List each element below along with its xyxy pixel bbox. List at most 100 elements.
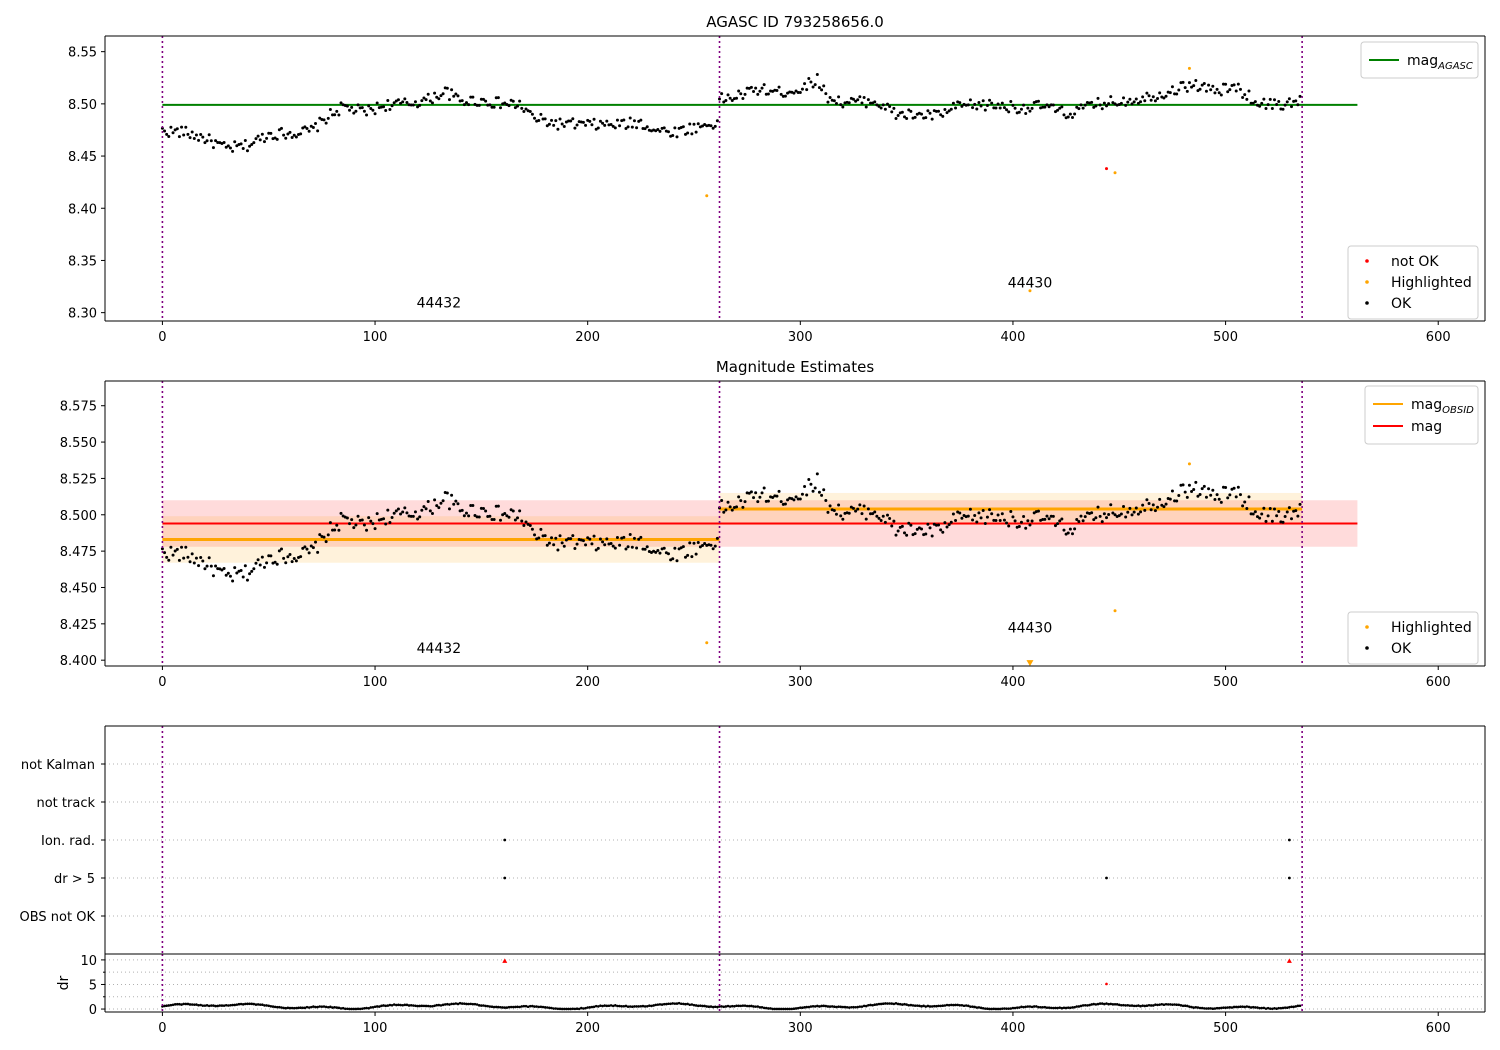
panel1-series-ok-point: [954, 106, 958, 110]
panel4-series-dr-point: [703, 1004, 706, 1008]
panel1-series-ok-point: [1298, 94, 1302, 98]
panel2-series-ok-point: [658, 551, 662, 555]
panel4-series-dr-point: [826, 1005, 830, 1008]
panel2-series-ok-point: [586, 536, 590, 540]
panel4-series-dr-point: [448, 1003, 451, 1006]
panel1-series-ok-point: [467, 103, 471, 107]
panel1-series-ok-point: [762, 83, 766, 87]
panel1-series-ok-point: [1262, 97, 1266, 101]
panel1-series-ok-point: [450, 88, 454, 92]
panel2-series-ok-point: [1207, 487, 1211, 491]
panel4-series-dr-point: [771, 1007, 774, 1011]
panel1-series-ok-point: [190, 130, 194, 134]
panel1-series-ok-point: [1219, 93, 1223, 97]
panel4-series-dr-point: [1190, 1005, 1193, 1009]
panel2-series-ok-point: [1062, 528, 1066, 532]
panel2-series-ok-point: [1226, 496, 1230, 500]
panel2-series-ok-point: [345, 516, 349, 520]
panel4-series-dr-point: [907, 1003, 911, 1007]
panel2-series-ok-point: [630, 545, 634, 549]
panel1-series-ok-point: [611, 124, 615, 128]
panel2-series-ok-point: [735, 505, 739, 509]
panel4-series-dr-point: [1160, 1002, 1164, 1006]
panel4-series-dr-point: [193, 1003, 196, 1006]
panel2-series-ok-point: [220, 568, 224, 572]
panel2-series-ok-point: [1019, 520, 1023, 524]
panel1-series-ok-point: [1126, 100, 1130, 104]
panel4-series-dr-point: [597, 1005, 600, 1008]
panel4-series-dr-point: [433, 1004, 436, 1008]
panel1-ytick-label: 8.45: [68, 150, 97, 165]
panel1-series-ok-point: [433, 91, 437, 95]
panel2-series-ok-point: [454, 499, 458, 503]
panel4-series-dr-point: [979, 1006, 983, 1010]
panel4-series-dr-point: [367, 1006, 370, 1010]
panel2-series-ok-point: [1022, 515, 1026, 519]
panel1-series-ok-point: [890, 110, 894, 114]
panel1-series-ok-point: [894, 116, 898, 120]
panel4-series-dr-point: [278, 1005, 281, 1009]
panel2-series-ok-point: [554, 536, 558, 540]
panel2-series-ok-point: [873, 510, 877, 514]
panel4-series-dr-point: [764, 1006, 768, 1010]
panel4-series-dr-point: [190, 1003, 194, 1006]
panel4-series-dr-point: [803, 1006, 806, 1009]
panel4-series-dr-point: [1056, 1006, 1059, 1010]
panel1-series-ok-point: [290, 136, 294, 140]
panel4-series-dr-point: [552, 1007, 555, 1010]
panel1-series-ok-point: [1141, 95, 1145, 99]
panel2-series-ok-point: [311, 546, 315, 550]
panel2-series-ok-point: [290, 560, 294, 564]
panel2-series-ok-point: [203, 567, 207, 571]
panel4-series-dr-point: [1230, 1006, 1234, 1009]
panel2-series-ok-point: [354, 523, 358, 527]
panel2-series-ok-point: [390, 515, 394, 519]
panel4-series-dr-point: [378, 1005, 381, 1008]
panel4-series-dr-point: [1156, 1003, 1159, 1007]
panel4-series-dr-point: [303, 1006, 307, 1010]
panel4-series-dr-point: [316, 1005, 319, 1009]
panel2-series-ok-point: [1058, 519, 1062, 523]
panel4-series-dr-point: [1220, 1006, 1223, 1010]
panel4-series-dr-point: [258, 1003, 262, 1006]
panel4-series-dr-point: [1292, 1005, 1295, 1009]
panel4-series-dr-point: [843, 1005, 847, 1009]
panel2-series-ok-point: [1051, 514, 1055, 518]
panel2-series-ok-point: [813, 486, 817, 490]
panel1-series-ok-point: [275, 137, 279, 141]
panel1-series-ok-point: [1056, 108, 1060, 112]
panel2-series-ok-point: [1181, 483, 1185, 487]
panel2-series-ok-point: [464, 511, 468, 515]
panel4-series-dr-point: [692, 1003, 696, 1007]
panel2-series-ok-point: [356, 514, 360, 518]
panel4-series-dr-point: [1283, 1006, 1287, 1009]
panel1-series-ok-point: [224, 145, 228, 149]
panel2-series-ok-point: [1298, 502, 1302, 506]
panel4-series-dr-: [1105, 982, 1108, 986]
panel2-series-ok-point: [1028, 523, 1032, 527]
panel1-series-ok-point: [696, 122, 700, 126]
panel1-series-ok-point: [775, 88, 779, 92]
panel4-series-dr-point: [694, 1004, 698, 1007]
panel2-series-ok-point: [277, 549, 281, 553]
panel1-series-ok-point: [686, 131, 690, 135]
panel4-series-dr-point: [1243, 1005, 1247, 1009]
panel1-series-ok-point: [1047, 105, 1051, 109]
panel2-series-ok-point: [1164, 502, 1168, 506]
panel2-xtick-label: 500: [1213, 675, 1238, 690]
panel4-series-dr-point: [1096, 1002, 1100, 1006]
panel1-obs-boundaries: [161, 36, 1303, 321]
panel4-series-dr-point: [371, 1005, 375, 1009]
panel4-series-dr-point: [441, 1003, 445, 1007]
panel1-series-ok-point: [486, 103, 490, 107]
panel2-series-ok-point: [539, 527, 543, 531]
panel1-obsid-label: 44432: [417, 295, 462, 311]
panel2-series-ok-point: [513, 518, 517, 522]
panel1-series-ok-point: [269, 131, 273, 135]
panel3-category-label: not track: [36, 796, 95, 811]
panel1-series-ok-point: [369, 106, 373, 110]
panel2-series-ok-point: [422, 505, 426, 509]
panel4-series-dr-point: [1062, 1006, 1066, 1010]
panel4-ytick-label: 5: [89, 978, 97, 993]
